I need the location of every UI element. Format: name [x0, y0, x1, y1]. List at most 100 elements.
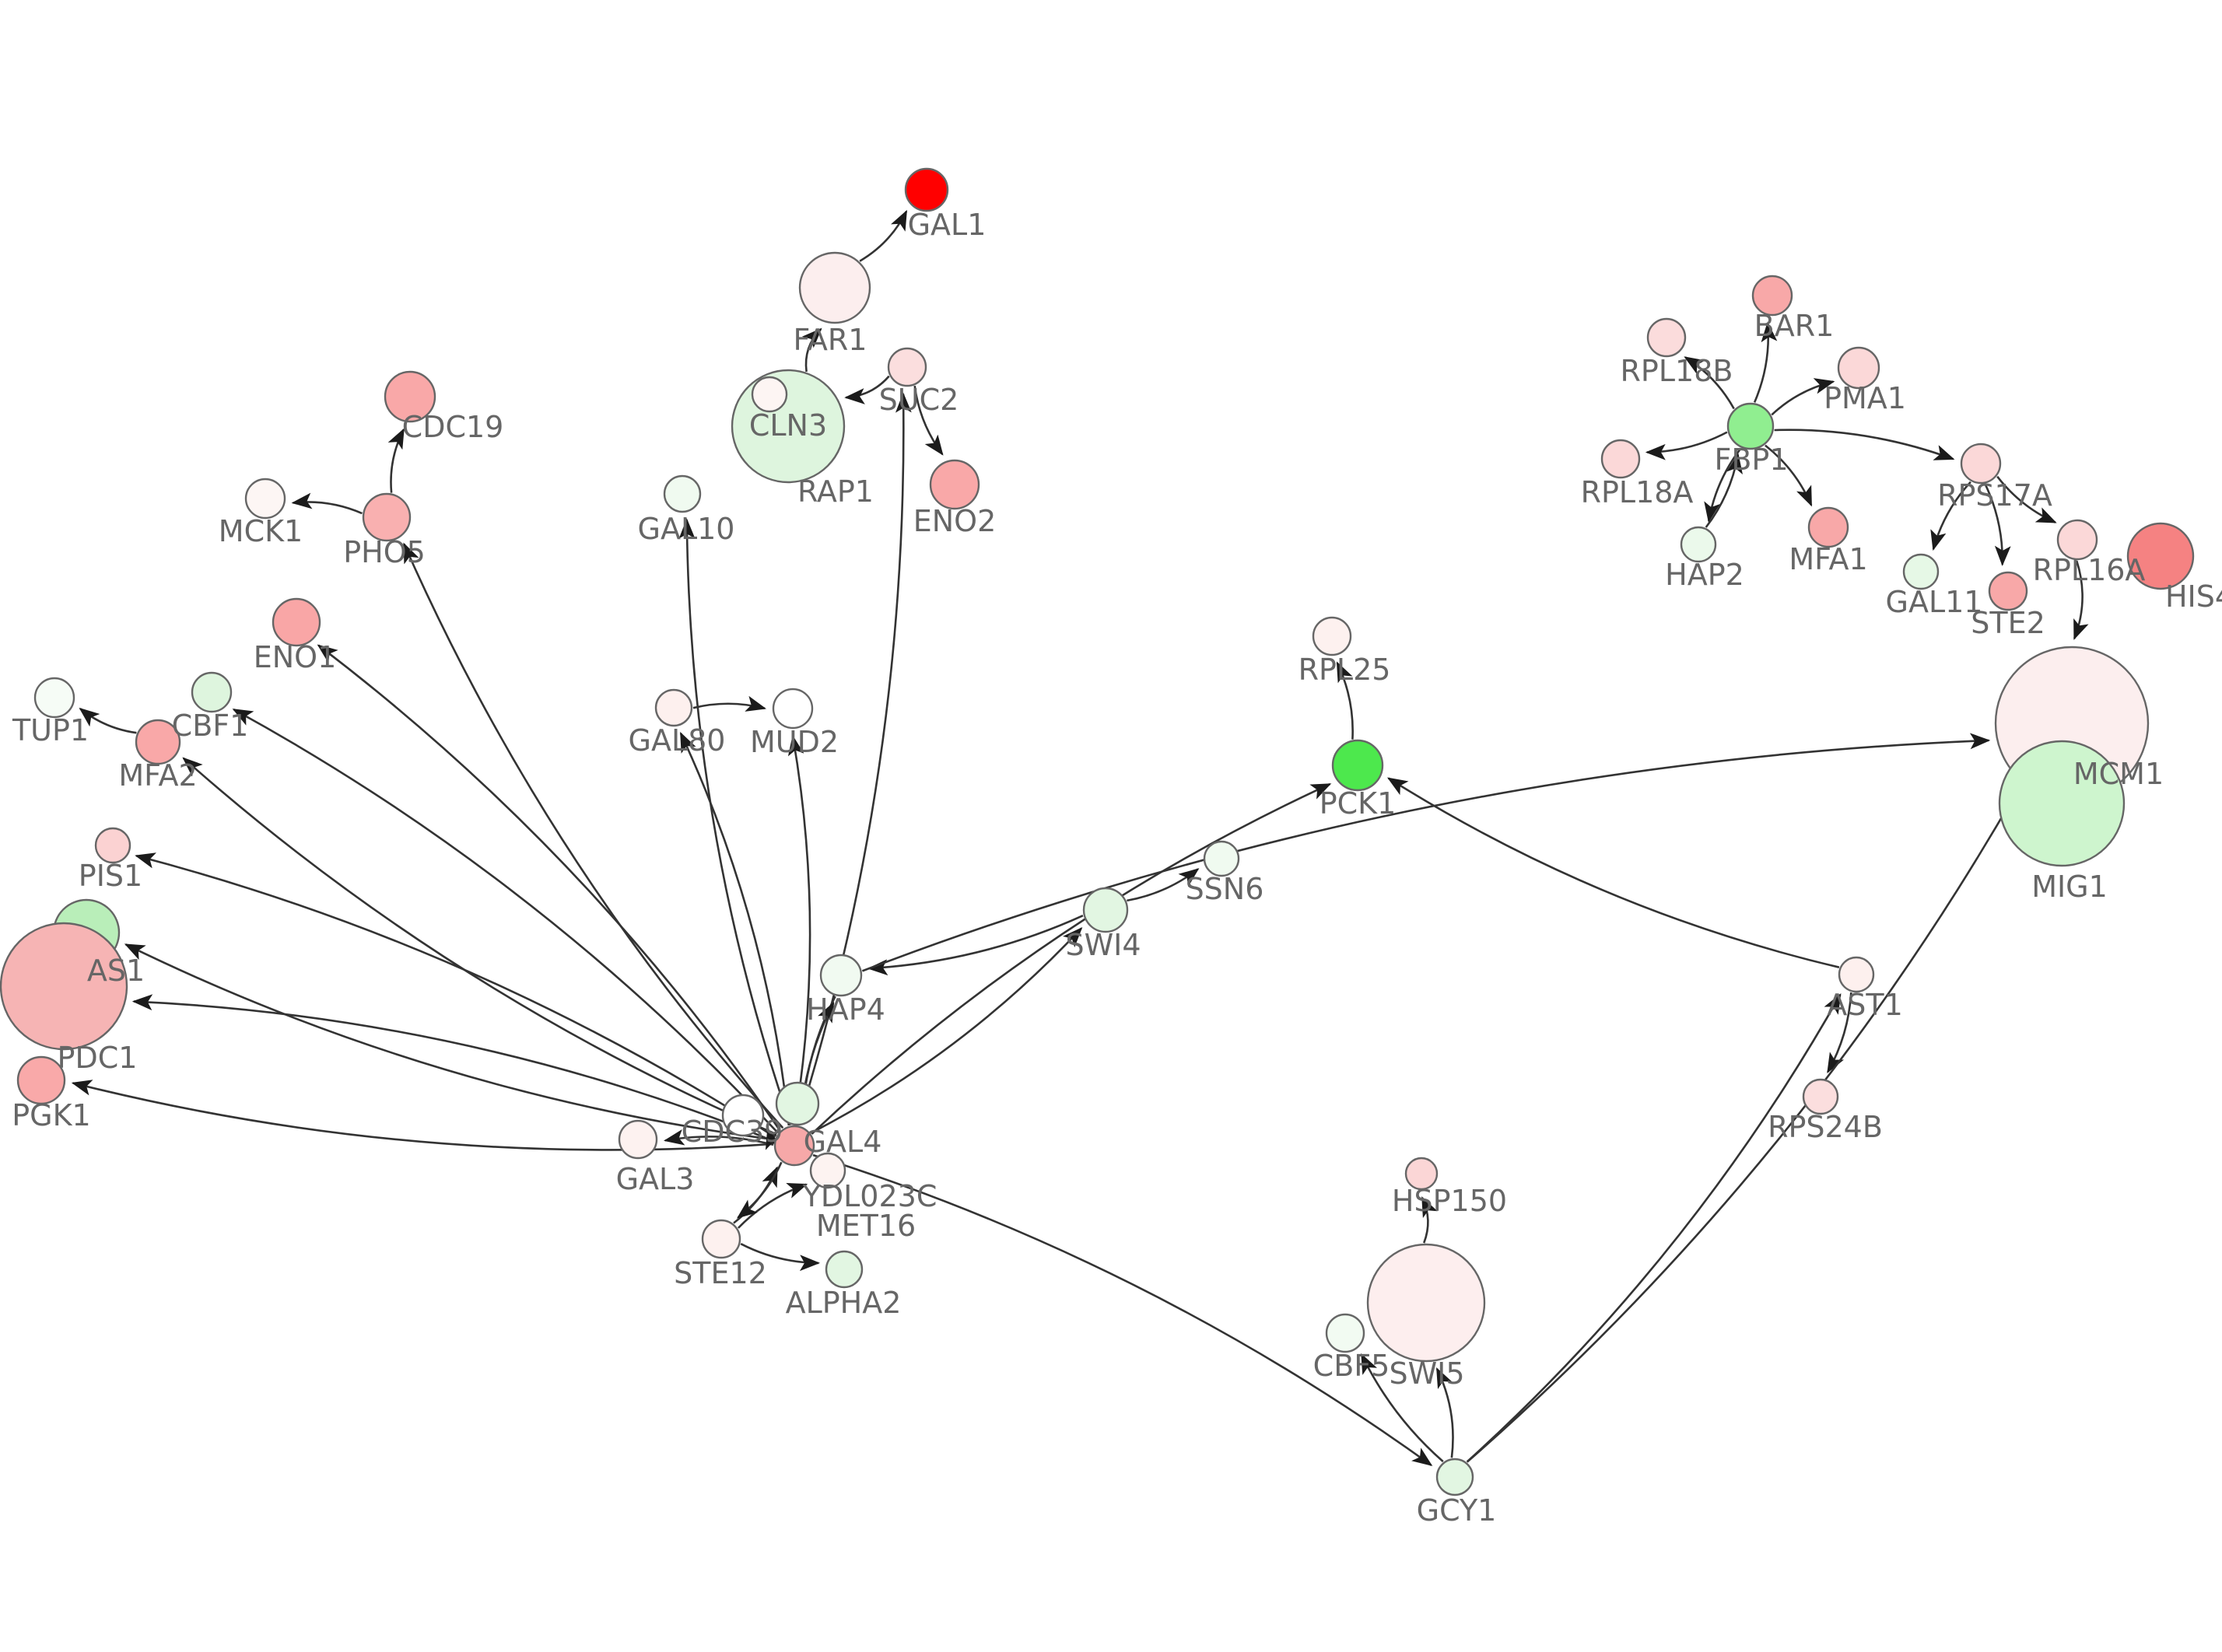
node-cbf5[interactable] [1325, 1313, 1365, 1353]
node-label-gal80: GAL80 [629, 723, 726, 758]
node-label-ydl023c: YDL023C [802, 1179, 938, 1213]
node-cdc19[interactable] [384, 370, 436, 423]
node-rpl18b[interactable] [1646, 317, 1687, 358]
node-label-ast1: AST1 [1827, 988, 1903, 1022]
node-swi5[interactable] [1366, 1243, 1486, 1363]
node-gal3[interactable] [618, 1119, 658, 1160]
node-gal4_green[interactable] [775, 1081, 820, 1126]
node-rpl25[interactable] [1312, 616, 1352, 656]
edge-gal4-to-mud2 [787, 734, 811, 1125]
node-pma1[interactable] [1837, 346, 1880, 390]
node-label-swi5: SWI5 [1389, 1356, 1464, 1391]
edge-gal4-to-gal10 [678, 518, 792, 1125]
node-label-gal10: GAL10 [638, 512, 735, 546]
node-fbp1[interactable] [1726, 402, 1775, 450]
node-far1[interactable] [798, 251, 871, 324]
node-ast1[interactable] [1838, 956, 1875, 993]
node-cbf1[interactable] [191, 671, 233, 713]
node-label-cbf5: CBF5 [1313, 1349, 1390, 1383]
node-ste2[interactable] [1988, 571, 2028, 611]
node-ydl023c[interactable] [809, 1152, 846, 1189]
node-swi4[interactable] [1082, 887, 1129, 933]
node-hap2[interactable] [1680, 526, 1717, 563]
edge-fbp1-to-rpl18a [1645, 431, 1728, 460]
node-label-pgk1: PGK1 [12, 1098, 90, 1132]
node-alpha2[interactable] [825, 1250, 864, 1289]
node-label-his4: HIS4 [2165, 579, 2222, 614]
node-mfa2[interactable] [135, 719, 181, 765]
node-label-met16: MET16 [816, 1209, 916, 1243]
node-label-gal11: GAL11 [1886, 585, 1983, 619]
node-label-eno2: ENO2 [913, 504, 997, 538]
edge-gcy1-to-swi5 [1435, 1367, 1454, 1458]
node-rps24b[interactable] [1802, 1078, 1839, 1115]
edge-swi5-to-hsp150 [1421, 1196, 1438, 1244]
node-cdc39[interactable] [721, 1094, 765, 1137]
node-label-rps24b: RPS24B [1768, 1110, 1883, 1144]
node-pis1[interactable] [94, 827, 131, 864]
node-ste12[interactable] [701, 1219, 741, 1259]
node-label-rpl16a: RPL16A [2033, 553, 2146, 587]
node-gal1[interactable] [904, 167, 949, 212]
node-label-gal1: GAL1 [908, 208, 987, 242]
node-label-mck1: MCK1 [219, 514, 303, 548]
node-gal80[interactable] [654, 688, 693, 727]
node-label-pho5: PHO5 [343, 535, 426, 569]
node-pho5[interactable] [362, 492, 412, 542]
node-gal10[interactable] [663, 474, 702, 513]
node-rps17a[interactable] [1960, 443, 2002, 485]
node-label-alpha2: ALPHA2 [786, 1286, 902, 1320]
edge-rps17a-to-gal11 [1930, 481, 1971, 551]
node-label-mfa1: MFA1 [1789, 542, 1867, 576]
node-gal11[interactable] [1902, 553, 1940, 590]
node-gal4[interactable] [773, 1125, 815, 1167]
node-mud2[interactable] [772, 688, 814, 730]
node-label-eno1: ENO1 [254, 640, 337, 674]
node-label-suc2: SUC2 [879, 383, 959, 417]
edge-gal4-to-gcy1 [812, 1153, 1433, 1467]
node-eno1[interactable] [272, 597, 321, 647]
node-label-ste2: STE2 [1971, 606, 2045, 640]
node-label-gcy1: GCY1 [1417, 1493, 1497, 1528]
node-bar1[interactable] [1751, 275, 1793, 317]
node-label-hsp150: HSP150 [1392, 1184, 1507, 1218]
edge-fbp1-to-rpl18b [1684, 356, 1735, 410]
node-label-cdc39: CDC39 [682, 1115, 783, 1149]
node-pdc1[interactable] [0, 922, 128, 1051]
edge-gal4-to-mfa2 [182, 757, 777, 1136]
node-rpl16a[interactable] [2056, 519, 2098, 561]
edge-fbp1-to-mfa1 [1765, 444, 1813, 507]
node-rpl18a[interactable] [1600, 439, 1641, 479]
node-his4[interactable] [2126, 522, 2195, 590]
node-mig1[interactable] [1998, 740, 2126, 867]
node-label-fbp1: FBP1 [1714, 443, 1788, 477]
node-eno2[interactable] [929, 459, 980, 510]
node-suc2[interactable] [887, 347, 927, 387]
node-gcy1[interactable] [1435, 1458, 1474, 1496]
node-mfa1[interactable] [1807, 506, 1849, 548]
node-label-cbf1: CBF1 [172, 709, 249, 743]
node-label-mcm1: MCM1 [2073, 757, 2164, 791]
node-mck1[interactable] [244, 478, 286, 520]
node-pck1[interactable] [1331, 739, 1384, 792]
node-label-cdc19: CDC19 [402, 410, 504, 444]
node-pgk1[interactable] [16, 1055, 66, 1105]
node-layer [0, 167, 2195, 1496]
node-label-bar1: BAR1 [1754, 309, 1835, 343]
edge-pck1-to-rpl25 [1336, 661, 1354, 740]
node-hap4[interactable] [819, 954, 863, 997]
edge-rps17a-to-rpl16a [1996, 475, 2057, 523]
edge-gcy1-to-ast1 [1466, 992, 1842, 1463]
node-label-far1: FAR1 [794, 323, 867, 357]
node-label-rps17a: RPS17A [1937, 478, 2052, 513]
node-label-ssn6: SSN6 [1186, 872, 1264, 906]
edge-ast1-to-pck1 [1386, 777, 1840, 968]
edge-ste12-to-ydl023c [737, 1182, 808, 1229]
node-hsp150[interactable] [1404, 1157, 1439, 1191]
node-tup1[interactable] [33, 677, 75, 719]
node-ssn6[interactable] [1203, 840, 1240, 877]
edge-mfa2-to-tup1 [79, 707, 137, 734]
node-rap1[interactable] [751, 376, 788, 413]
